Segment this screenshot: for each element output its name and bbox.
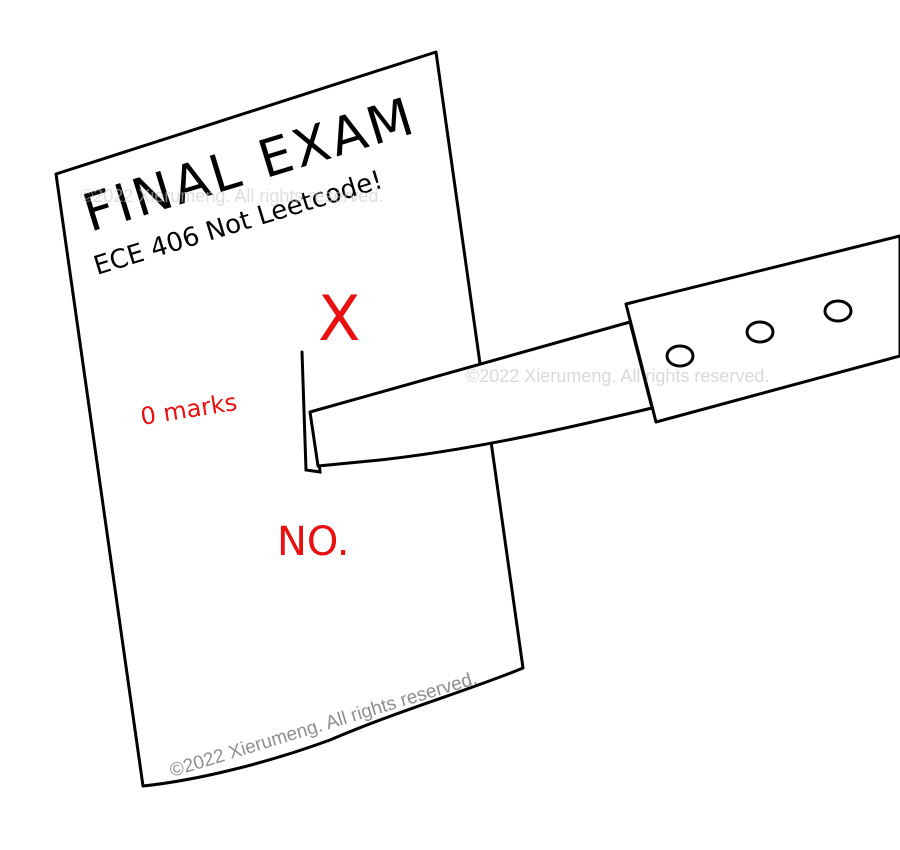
rivet-1	[665, 344, 695, 368]
watermark-top: ©2022 Xierumeng. All rights reserved.	[80, 186, 383, 206]
exam-paper	[54, 50, 525, 788]
rivet-2	[745, 320, 775, 344]
watermark-middle: ©2022 Xierumeng. All rights reserved.	[466, 366, 769, 386]
knife-blade	[308, 320, 654, 468]
rivet-3	[823, 299, 853, 323]
grader-comment: NO.	[277, 519, 350, 565]
red-cross-mark: X	[318, 282, 360, 355]
knife-icon	[300, 234, 900, 474]
